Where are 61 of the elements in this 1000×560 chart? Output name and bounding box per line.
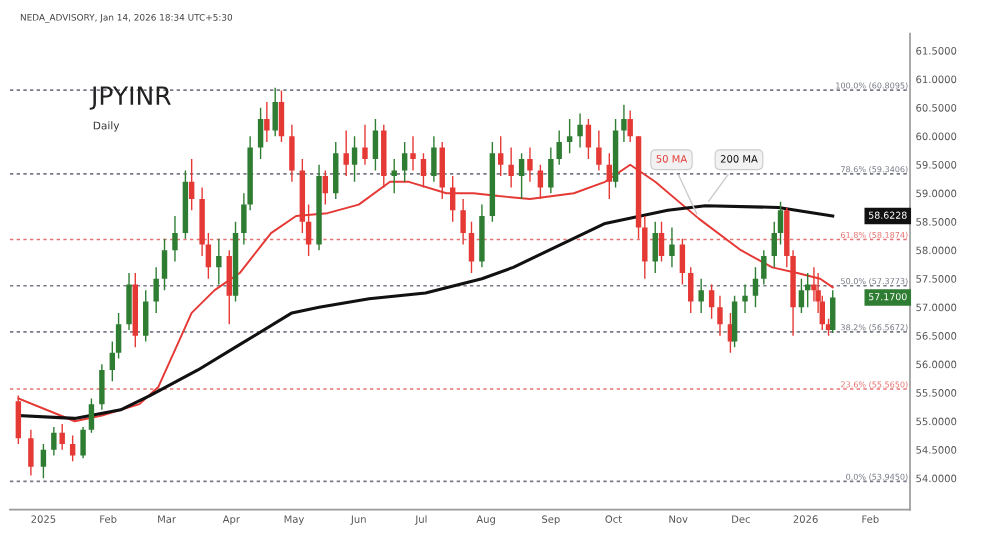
candlestick	[343, 129, 349, 177]
candlestick	[257, 107, 264, 160]
candlestick	[172, 215, 178, 263]
candlestick	[51, 426, 57, 457]
candlestick	[585, 118, 592, 160]
candlestick	[752, 266, 759, 308]
candlestick	[226, 249, 232, 326]
candlestick	[708, 283, 715, 320]
candlestick	[351, 135, 358, 183]
candlestick	[669, 226, 675, 269]
candlestick	[264, 101, 270, 143]
candlestick	[566, 118, 573, 155]
candlestick	[161, 238, 168, 291]
candlestick	[621, 104, 627, 143]
candlestick	[460, 198, 466, 246]
candlestick	[688, 266, 694, 314]
candlestick	[188, 158, 195, 212]
candlestick	[717, 295, 723, 337]
candlestick	[289, 124, 295, 183]
candlestick	[59, 423, 65, 451]
candlestick	[28, 429, 34, 477]
candlestick	[143, 289, 149, 343]
candlestick	[556, 129, 562, 166]
candlestick	[278, 89, 285, 143]
candlestick	[830, 289, 836, 334]
candlestick	[431, 135, 437, 183]
candlestick	[798, 278, 805, 314]
candlestick	[99, 363, 105, 411]
candlestick	[652, 221, 658, 274]
candlestick	[80, 426, 86, 459]
candlestick	[518, 152, 525, 200]
candlestick	[698, 278, 704, 314]
candlestick	[322, 169, 329, 206]
candlestick	[527, 146, 533, 183]
candlestick	[372, 118, 379, 172]
candlestick	[88, 397, 95, 434]
candlestick	[362, 124, 368, 166]
candlestick	[216, 238, 222, 286]
candlestick	[508, 146, 514, 189]
candlestick	[468, 221, 475, 274]
text: JPYINR	[89, 86, 171, 110]
candlestick	[126, 272, 132, 331]
candlestick	[153, 266, 159, 314]
candlestick	[272, 87, 278, 137]
candlestick	[596, 129, 602, 172]
candlestick	[479, 203, 485, 269]
candlestick	[731, 295, 738, 348]
candlestick	[577, 112, 583, 149]
candlestick	[333, 141, 339, 200]
candlestick	[401, 141, 408, 183]
candlestick	[548, 146, 554, 194]
candlestick	[391, 158, 397, 194]
candlestick	[627, 109, 633, 143]
candlestick	[40, 443, 47, 479]
candlestick	[742, 283, 748, 314]
candlestick	[410, 135, 416, 172]
candlestick	[804, 272, 811, 308]
candlestick	[658, 221, 665, 263]
candlestick	[761, 249, 767, 286]
candlestick	[498, 135, 504, 177]
candlestick	[679, 238, 686, 286]
